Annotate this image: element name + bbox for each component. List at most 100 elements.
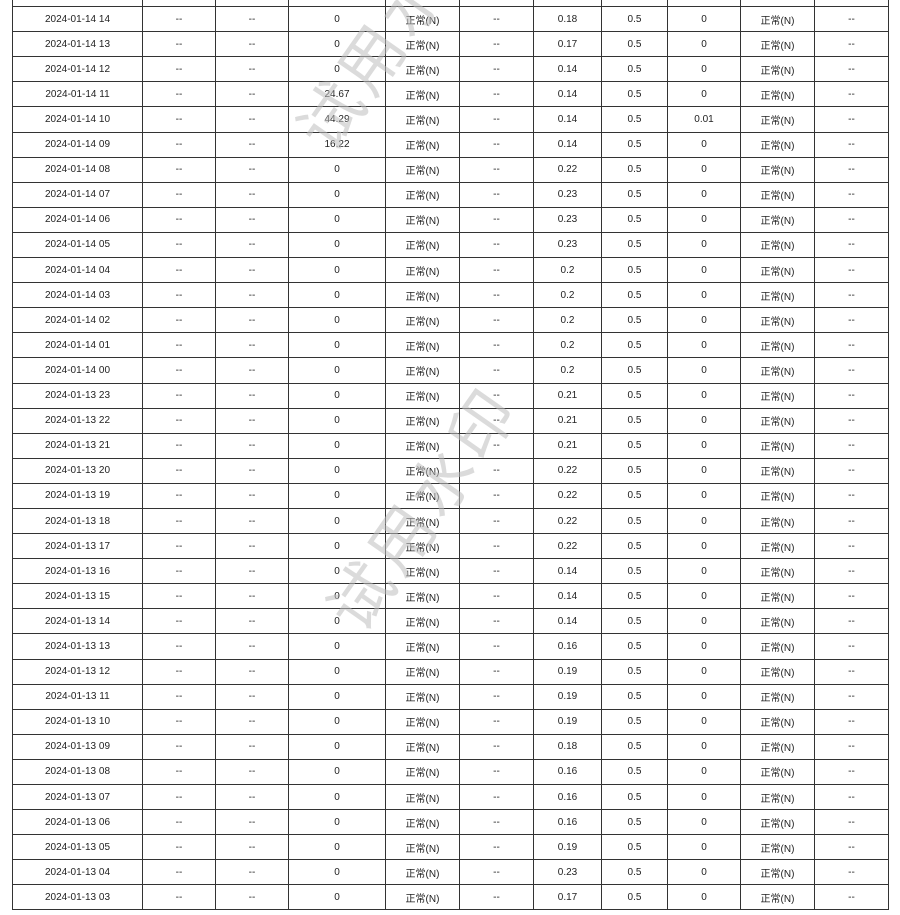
value-cell: 0 [288, 357, 386, 384]
placeholder-cell: -- [459, 106, 534, 133]
placeholder-cell: -- [142, 583, 216, 610]
placeholder-cell: -- [814, 482, 889, 509]
limit-cell: 0.5 [601, 457, 668, 484]
placeholder-cell: -- [814, 56, 889, 83]
table-row: 2024-01-14 02 -- -- 0 正常(N) -- 0.2 0.5 0 正常(N) -- [12, 307, 889, 334]
time-cell: 2024-01-14 07 [12, 181, 143, 208]
value-cell: 0 [288, 181, 386, 208]
value-cell: 0.23 [533, 859, 602, 886]
placeholder-cell: -- [459, 382, 534, 409]
table-row: 2024-01-14 07 -- -- 0 正常(N) -- 0.23 0.5 0 正常(N) -- [12, 181, 889, 208]
table-row: 2024-01-13 16 -- -- 0 正常(N) -- 0.14 0.5 0 正常(N) -- [12, 558, 889, 585]
placeholder-cell: -- [215, 181, 289, 208]
table-body: 2024-01-14 14 -- -- 0 正常(N) -- 0.18 0.5 0 正常(N) --… [12, 0, 889, 911]
limit-cell: 0.5 [601, 859, 668, 886]
time-cell: 2024-01-14 01 [12, 332, 143, 359]
value-cell: 0 [288, 6, 386, 33]
limit-cell: 0.5 [601, 231, 668, 259]
placeholder-cell: -- [142, 231, 216, 259]
status-cell: 正常(N) [385, 81, 460, 108]
placeholder-cell: -- [215, 758, 289, 786]
value-cell: 0 [667, 457, 741, 484]
value-cell: 0.16 [533, 758, 602, 786]
placeholder-cell: -- [459, 131, 534, 158]
placeholder-cell: -- [142, 6, 216, 33]
value-cell: 0 [288, 758, 386, 786]
status-cell: 正常(N) [385, 332, 460, 359]
limit-cell: 0.5 [601, 307, 668, 334]
table-row: 2024-01-14 11 -- -- 24.67 正常(N) -- 0.14 0.5 0 正常(… [12, 81, 889, 108]
time-cell: 2024-01-13 08 [12, 758, 143, 786]
time-cell: 2024-01-13 07 [12, 783, 143, 811]
limit-cell: 0.5 [601, 382, 668, 409]
placeholder-cell: -- [215, 106, 289, 133]
placeholder-cell: -- [814, 658, 889, 685]
value-cell: 0.19 [533, 658, 602, 685]
placeholder-cell: -- [215, 884, 289, 911]
placeholder-cell: -- [142, 156, 216, 183]
placeholder-cell: -- [142, 683, 216, 710]
status-cell: 正常(N) [385, 809, 460, 836]
time-cell: 2024-01-13 14 [12, 608, 143, 635]
value-cell: 0.19 [533, 834, 602, 861]
time-cell: 2024-01-14 12 [12, 56, 143, 83]
status-cell: 正常(N) [385, 181, 460, 208]
status-cell: 正常(N) [740, 783, 815, 811]
placeholder-cell: -- [459, 307, 534, 334]
status-cell: 正常(N) [740, 533, 815, 560]
placeholder-cell: -- [814, 758, 889, 786]
limit-cell: 0.5 [601, 206, 668, 233]
table-row: 2024-01-14 14 -- -- 0 正常(N) -- 0.18 0.5 0 正常(N) -- [12, 6, 889, 33]
value-cell: 0.2 [533, 307, 602, 334]
limit-cell: 0.5 [601, 282, 668, 309]
placeholder-cell: -- [215, 282, 289, 309]
time-cell: 2024-01-13 06 [12, 809, 143, 836]
placeholder-cell: -- [459, 507, 534, 535]
value-cell: 0.23 [533, 206, 602, 233]
table-row: 2024-01-14 06 -- -- 0 正常(N) -- 0.23 0.5 0 正常(N) -- [12, 206, 889, 233]
status-cell: 正常(N) [740, 583, 815, 610]
value-cell: 0 [667, 507, 741, 535]
placeholder-cell: -- [142, 357, 216, 384]
value-cell: 0 [288, 382, 386, 409]
placeholder-cell: -- [142, 834, 216, 861]
status-cell: 正常(N) [385, 56, 460, 83]
placeholder-cell: -- [814, 6, 889, 33]
table-row: 2024-01-13 08 -- -- 0 正常(N) -- 0.16 0.5 0 正常(N) -- [12, 758, 889, 786]
placeholder-cell: -- [142, 407, 216, 434]
time-cell: 2024-01-13 13 [12, 633, 143, 660]
placeholder-cell: -- [215, 583, 289, 610]
value-cell: 0.23 [533, 231, 602, 259]
placeholder-cell: -- [142, 658, 216, 685]
status-cell: 正常(N) [385, 357, 460, 384]
status-cell: 正常(N) [385, 633, 460, 660]
value-cell: 0.22 [533, 507, 602, 535]
value-cell: 0 [667, 156, 741, 183]
time-cell: 2024-01-14 10 [12, 106, 143, 133]
placeholder-cell: -- [142, 257, 216, 284]
time-cell: 2024-01-14 14 [12, 6, 143, 33]
time-cell: 2024-01-14 09 [12, 131, 143, 158]
value-cell: 0 [667, 432, 741, 459]
table-row-partial [12, 0, 889, 8]
limit-cell: 0.5 [601, 156, 668, 183]
value-cell: 0 [667, 733, 741, 760]
placeholder-cell: -- [459, 733, 534, 760]
value-cell: 0 [667, 56, 741, 83]
placeholder-cell: -- [459, 81, 534, 108]
placeholder-cell: -- [459, 357, 534, 384]
value-cell: 0.22 [533, 457, 602, 484]
value-cell: 0 [288, 834, 386, 861]
placeholder-cell: -- [459, 683, 534, 710]
placeholder-cell: -- [142, 809, 216, 836]
value-cell: 16.22 [288, 131, 386, 158]
placeholder-cell: -- [142, 859, 216, 886]
status-cell: 正常(N) [740, 407, 815, 434]
placeholder-cell: -- [814, 332, 889, 359]
table-row: 2024-01-13 11 -- -- 0 正常(N) -- 0.19 0.5 0 正常(N) -- [12, 683, 889, 710]
status-cell: 正常(N) [740, 809, 815, 836]
placeholder-cell: -- [814, 809, 889, 836]
limit-cell: 0.5 [601, 558, 668, 585]
placeholder-cell: -- [142, 533, 216, 560]
placeholder-cell: -- [142, 482, 216, 509]
